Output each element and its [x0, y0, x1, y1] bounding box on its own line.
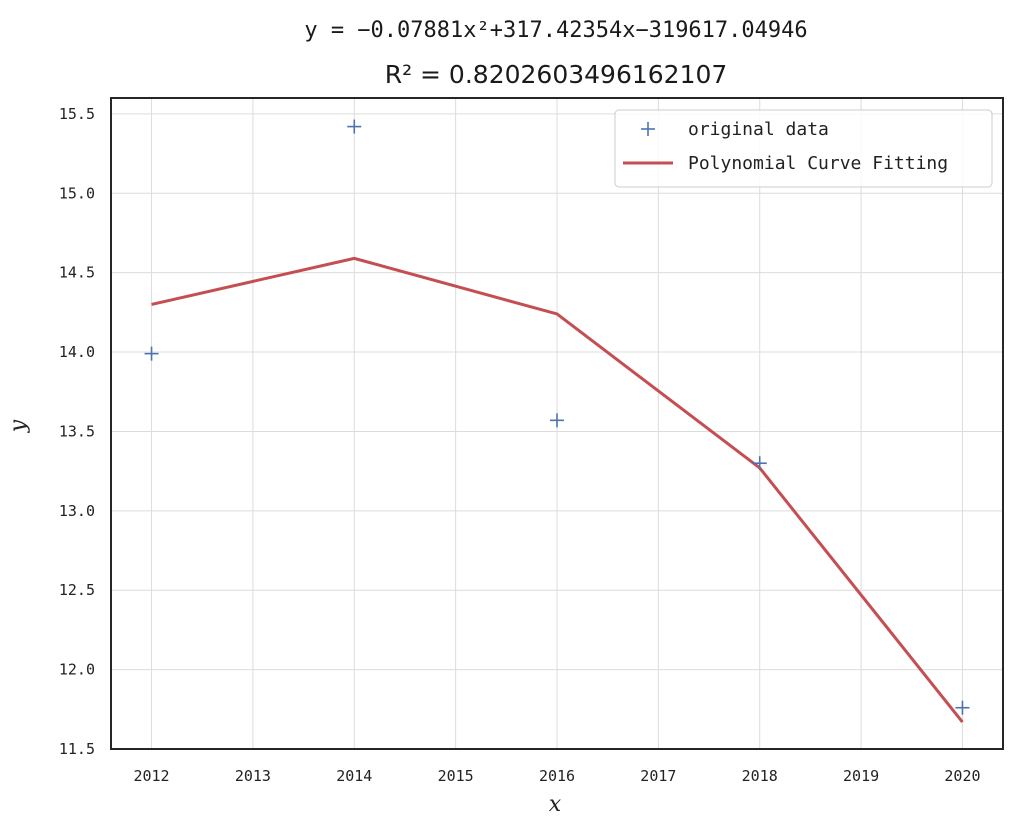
- y-tick-label: 13.0: [59, 502, 95, 520]
- x-tick-label: 2014: [336, 767, 372, 785]
- x-tick-label: 2018: [742, 767, 778, 785]
- chart-title: y = −0.07881x²+317.42354x−319617.04946: [304, 18, 807, 43]
- x-tick-label: 2015: [438, 767, 474, 785]
- y-tick-label: 12.5: [59, 581, 95, 599]
- y-tick-label: 14.5: [59, 264, 95, 282]
- x-tick-label: 2017: [640, 767, 676, 785]
- y-tick-label: 14.0: [59, 343, 95, 361]
- scatter-point: [955, 700, 970, 715]
- grid: [111, 98, 1003, 750]
- x-tick-label: 2016: [539, 767, 575, 785]
- series: [144, 119, 970, 723]
- y-tick-label: 12.0: [59, 661, 95, 679]
- legend-label-original-data: original data: [688, 119, 829, 140]
- x-tick-label: 2013: [235, 767, 271, 785]
- y-tick-label: 15.0: [59, 184, 95, 202]
- legend-box: [614, 109, 993, 188]
- scatter-point: [144, 346, 159, 361]
- fit-line: [151, 256, 964, 723]
- y-tick-label: 13.5: [59, 422, 95, 440]
- x-tick-labels: 2012 2013 2014 2015 2016 2017 2018 2019 2020: [133, 767, 980, 785]
- legend-marker-original-data: [641, 122, 655, 136]
- y-tick-label: 11.5: [59, 740, 95, 758]
- scatter-point: [347, 119, 362, 134]
- y-tick-label: 15.5: [59, 105, 95, 123]
- chart-subtitle: R² = 0.8202603496162107: [385, 60, 728, 89]
- x-tick-label: 2012: [133, 767, 169, 785]
- x-tick-label: 2020: [944, 767, 980, 785]
- scatter-point: [752, 456, 767, 471]
- plot-frame: [110, 97, 1004, 750]
- y-tick-labels: 11.5 12.0 12.5 13.0 13.5 14.0 14.5 15.0 15.5: [59, 105, 95, 758]
- legend: original data Polynomial Curve Fitting: [614, 109, 993, 188]
- x-axis-label: x: [549, 792, 562, 817]
- x-tick-label: 2019: [843, 767, 879, 785]
- y-axis-label: y: [6, 419, 31, 433]
- scatter-point: [550, 413, 564, 428]
- legend-label-polynomial-fit: Polynomial Curve Fitting: [688, 153, 948, 174]
